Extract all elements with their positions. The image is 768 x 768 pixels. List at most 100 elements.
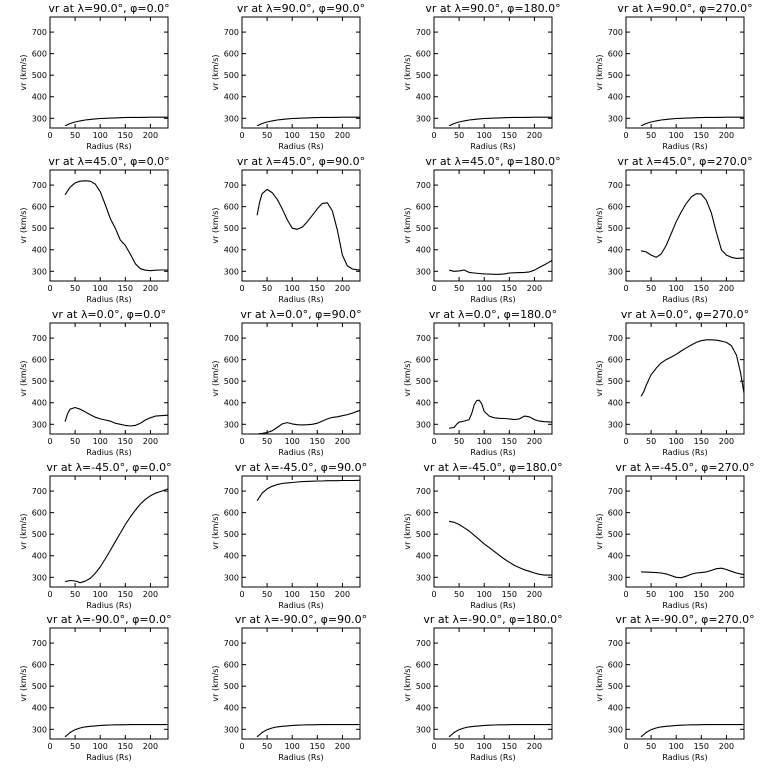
y-tick-label: 300 (608, 267, 623, 276)
plot-frame (625, 627, 745, 740)
panel-title: vr at λ=-90.0°, φ=180.0° (423, 613, 562, 626)
x-tick-label: 100 (93, 590, 108, 599)
x-axis-label: Radius (Rs) (470, 295, 515, 304)
y-axis-label: vr (km/s) (19, 665, 28, 701)
y-tick-label: 300 (608, 573, 623, 582)
plot-frame (625, 169, 745, 282)
x-tick-label: 50 (454, 742, 464, 751)
x-tick-label: 200 (335, 742, 350, 751)
y-tick-label: 400 (608, 246, 623, 255)
y-tick-label: 500 (416, 224, 431, 233)
chart-panel-11: vr at λ=0.0°, φ=180.0° 0 50 100 150 200 300 400… (403, 308, 557, 457)
x-tick-label: 200 (527, 437, 542, 446)
chart-panel-5: vr at λ=45.0°, φ=0.0° 0 50 100 150 200 300 400 5… (19, 155, 170, 304)
x-tick-label: 200 (335, 437, 350, 446)
y-axis-label: vr (km/s) (19, 54, 28, 90)
chart-panel-1: vr at λ=90.0°, φ=0.0° 0 50 100 150 200 300 400 5… (19, 2, 170, 151)
series-line (641, 567, 745, 579)
y-tick-label: 500 (608, 224, 623, 233)
x-axis-label: Radius (Rs) (662, 601, 707, 610)
y-axis-label: vr (km/s) (19, 207, 28, 243)
x-tick-label: 150 (694, 131, 709, 140)
x-tick-label: 0 (47, 284, 52, 293)
chart-panel-7: vr at λ=45.0°, φ=180.0° 0 50 100 150 200 300 40… (403, 155, 561, 304)
x-tick-label: 200 (143, 742, 158, 751)
x-tick-label: 0 (623, 437, 628, 446)
plot-frame (241, 322, 361, 435)
y-axis-label: vr (km/s) (403, 665, 412, 701)
y-tick-label: 600 (224, 509, 239, 518)
x-tick-label: 150 (310, 131, 325, 140)
y-tick-label: 500 (32, 71, 47, 80)
x-tick-label: 150 (694, 590, 709, 599)
x-tick-label: 200 (143, 131, 158, 140)
x-axis-label: Radius (Rs) (662, 753, 707, 762)
chart-panel-2: vr at λ=90.0°, φ=90.0° 0 50 100 150 200 300 400… (211, 2, 365, 151)
x-tick-label: 50 (262, 742, 272, 751)
x-tick-label: 150 (310, 284, 325, 293)
y-tick-label: 700 (224, 639, 239, 648)
y-tick-label: 300 (32, 725, 47, 734)
series-line (640, 193, 745, 259)
x-tick-label: 100 (477, 590, 492, 599)
panel-title: vr at λ=90.0°, φ=180.0° (425, 2, 560, 15)
panel-title: vr at λ=90.0°, φ=90.0° (237, 2, 365, 15)
panel-title: vr at λ=45.0°, φ=0.0° (48, 155, 169, 168)
plot-frame (433, 322, 553, 435)
series-line (64, 116, 168, 127)
y-tick-label: 700 (608, 639, 623, 648)
y-tick-label: 300 (32, 420, 47, 429)
y-tick-label: 600 (32, 356, 47, 365)
chart-panel-15: vr at λ=-45.0°, φ=180.0° 0 50 100 150 200 300 4… (403, 461, 563, 610)
chart-panel-8: vr at λ=45.0°, φ=270.0° 0 50 100 150 200 300 40… (595, 155, 753, 304)
x-tick-label: 50 (262, 437, 272, 446)
x-tick-label: 200 (527, 131, 542, 140)
x-tick-label: 50 (646, 131, 656, 140)
x-tick-label: 50 (454, 437, 464, 446)
series-line (64, 724, 168, 738)
plot-frame (49, 322, 169, 435)
x-tick-label: 100 (669, 742, 684, 751)
y-tick-label: 500 (32, 682, 47, 691)
x-tick-label: 0 (47, 437, 52, 446)
y-axis-label: vr (km/s) (403, 207, 412, 243)
x-axis-label: Radius (Rs) (86, 753, 131, 762)
chart-panel-12: vr at λ=0.0°, φ=270.0° 0 50 100 150 200 300 400… (595, 308, 749, 457)
panel-title: vr at λ=45.0°, φ=90.0° (237, 155, 365, 168)
y-axis-label: vr (km/s) (403, 360, 412, 396)
y-tick-label: 700 (32, 487, 47, 496)
x-axis-label: Radius (Rs) (470, 448, 515, 457)
x-tick-label: 50 (454, 131, 464, 140)
series-line (256, 116, 360, 127)
x-tick-label: 100 (477, 284, 492, 293)
y-tick-label: 500 (32, 530, 47, 539)
y-tick-label: 400 (32, 93, 47, 102)
y-tick-label: 300 (32, 573, 47, 582)
y-tick-label: 400 (608, 552, 623, 561)
x-axis-label: Radius (Rs) (278, 142, 323, 151)
plot-frame (625, 322, 745, 435)
x-axis-label: Radius (Rs) (86, 295, 131, 304)
y-tick-label: 400 (608, 399, 623, 408)
x-tick-label: 100 (669, 131, 684, 140)
x-tick-label: 0 (47, 131, 52, 140)
chart-panel-9: vr at λ=0.0°, φ=0.0° 0 50 100 150 200 300 400 50… (19, 308, 169, 457)
panel-title: vr at λ=0.0°, φ=90.0° (240, 308, 361, 321)
x-tick-label: 50 (646, 284, 656, 293)
x-tick-label: 150 (694, 437, 709, 446)
x-axis-label: Radius (Rs) (86, 448, 131, 457)
x-tick-label: 150 (118, 131, 133, 140)
x-tick-label: 0 (239, 284, 244, 293)
x-tick-label: 50 (70, 437, 80, 446)
x-tick-label: 0 (47, 742, 52, 751)
y-tick-label: 500 (608, 71, 623, 80)
x-tick-label: 200 (719, 590, 734, 599)
y-tick-label: 700 (416, 28, 431, 37)
y-tick-label: 300 (608, 114, 623, 123)
chart-panel-10: vr at λ=0.0°, φ=90.0° 0 50 100 150 200 300 400 5… (211, 308, 362, 457)
y-tick-label: 500 (608, 377, 623, 386)
chart-panel-14: vr at λ=-45.0°, φ=90.0° 0 50 100 150 200 300 40… (211, 461, 367, 610)
y-tick-label: 300 (416, 573, 431, 582)
y-tick-label: 500 (32, 224, 47, 233)
x-axis-label: Radius (Rs) (278, 295, 323, 304)
